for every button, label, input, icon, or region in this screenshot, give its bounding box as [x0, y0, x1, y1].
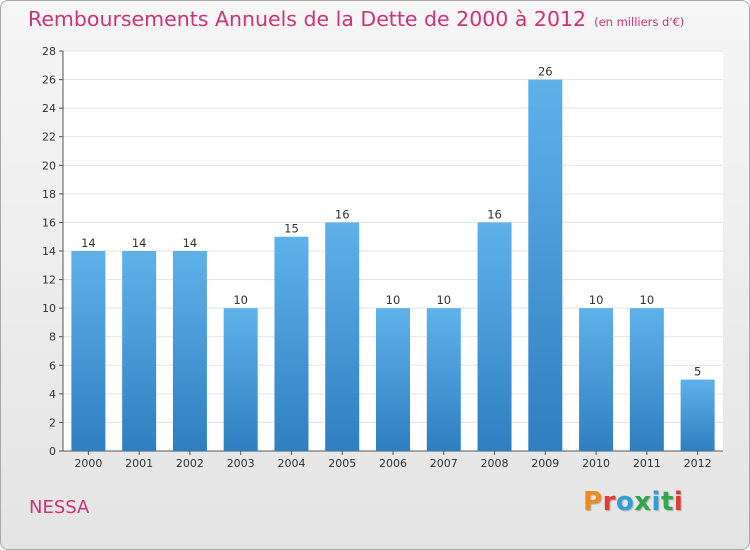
bar-value-label: 10: [233, 293, 248, 307]
y-tick-label: 24: [42, 102, 56, 115]
bar: [172, 251, 207, 451]
commune-name: NESSA: [29, 497, 90, 518]
y-tick-label: 18: [42, 188, 56, 201]
bar: [376, 308, 410, 451]
bar-value-label: 10: [436, 293, 451, 307]
chart-subtitle: (en milliers d'€): [594, 15, 685, 29]
bar-value-label: 16: [487, 207, 502, 221]
logo-letter: r: [602, 487, 616, 517]
bar: [274, 236, 309, 451]
bar-value-label: 10: [589, 293, 604, 307]
x-tick-label: 2002: [176, 457, 204, 470]
bar: [680, 379, 715, 451]
x-tick-label: 2008: [481, 457, 509, 470]
x-tick-label: 2009: [531, 457, 559, 470]
y-tick-label: 14: [42, 245, 56, 258]
y-tick-label: 2: [49, 416, 56, 429]
y-tick-label: 22: [42, 131, 56, 144]
bar: [71, 251, 106, 451]
bar-value-label: 26: [538, 65, 553, 79]
bar-value-label: 16: [335, 207, 350, 221]
x-tick-label: 2010: [582, 457, 610, 470]
y-tick-label: 0: [49, 445, 56, 458]
x-tick-label: 2012: [684, 457, 712, 470]
logo-letter: x: [634, 487, 652, 517]
x-tick-label: 2007: [430, 457, 458, 470]
x-tick-label: 2004: [277, 457, 305, 470]
y-tick-label: 12: [42, 274, 56, 287]
logo-letter: t: [660, 487, 674, 517]
chart-title-text: Remboursements Annuels de la Dette de 20…: [28, 7, 587, 31]
y-tick-label: 6: [49, 359, 56, 372]
x-tick-label: 2001: [125, 457, 153, 470]
y-tick-label: 10: [42, 302, 56, 315]
y-tick-label: 26: [42, 74, 56, 87]
bar-value-label: 5: [694, 365, 701, 379]
y-tick-label: 16: [42, 216, 56, 229]
x-tick-label: 2000: [74, 457, 102, 470]
bar: [325, 222, 360, 451]
logo-letter: i: [673, 487, 684, 517]
bar-value-label: 14: [183, 236, 198, 250]
bar: [426, 308, 461, 451]
logo-letter: i: [651, 487, 661, 517]
x-tick-label: 2011: [633, 457, 661, 470]
bar-value-label: 14: [132, 236, 147, 250]
y-tick-label: 28: [42, 45, 56, 58]
x-tick-label: 2006: [379, 457, 407, 470]
bar: [122, 251, 157, 451]
bar: [528, 79, 563, 452]
bar-value-label: 10: [386, 293, 401, 307]
x-tick-label: 2003: [227, 457, 255, 470]
y-tick-label: 4: [49, 388, 56, 401]
proxiti-logo: Proxiti: [583, 487, 683, 517]
x-tick-label: 2005: [328, 457, 356, 470]
bar: [629, 308, 664, 451]
chart-title: Remboursements Annuels de la Dette de 20…: [28, 7, 684, 31]
bar: [579, 308, 614, 451]
bar: [477, 222, 512, 451]
y-tick-label: 20: [42, 159, 56, 172]
bar-value-label: 14: [81, 236, 96, 250]
y-tick-label: 8: [49, 331, 56, 344]
logo-letter: P: [583, 487, 603, 517]
bar: [223, 308, 258, 451]
logo-letter: o: [615, 487, 635, 517]
bar-value-label: 15: [284, 222, 299, 236]
bar-value-label: 10: [640, 293, 655, 307]
